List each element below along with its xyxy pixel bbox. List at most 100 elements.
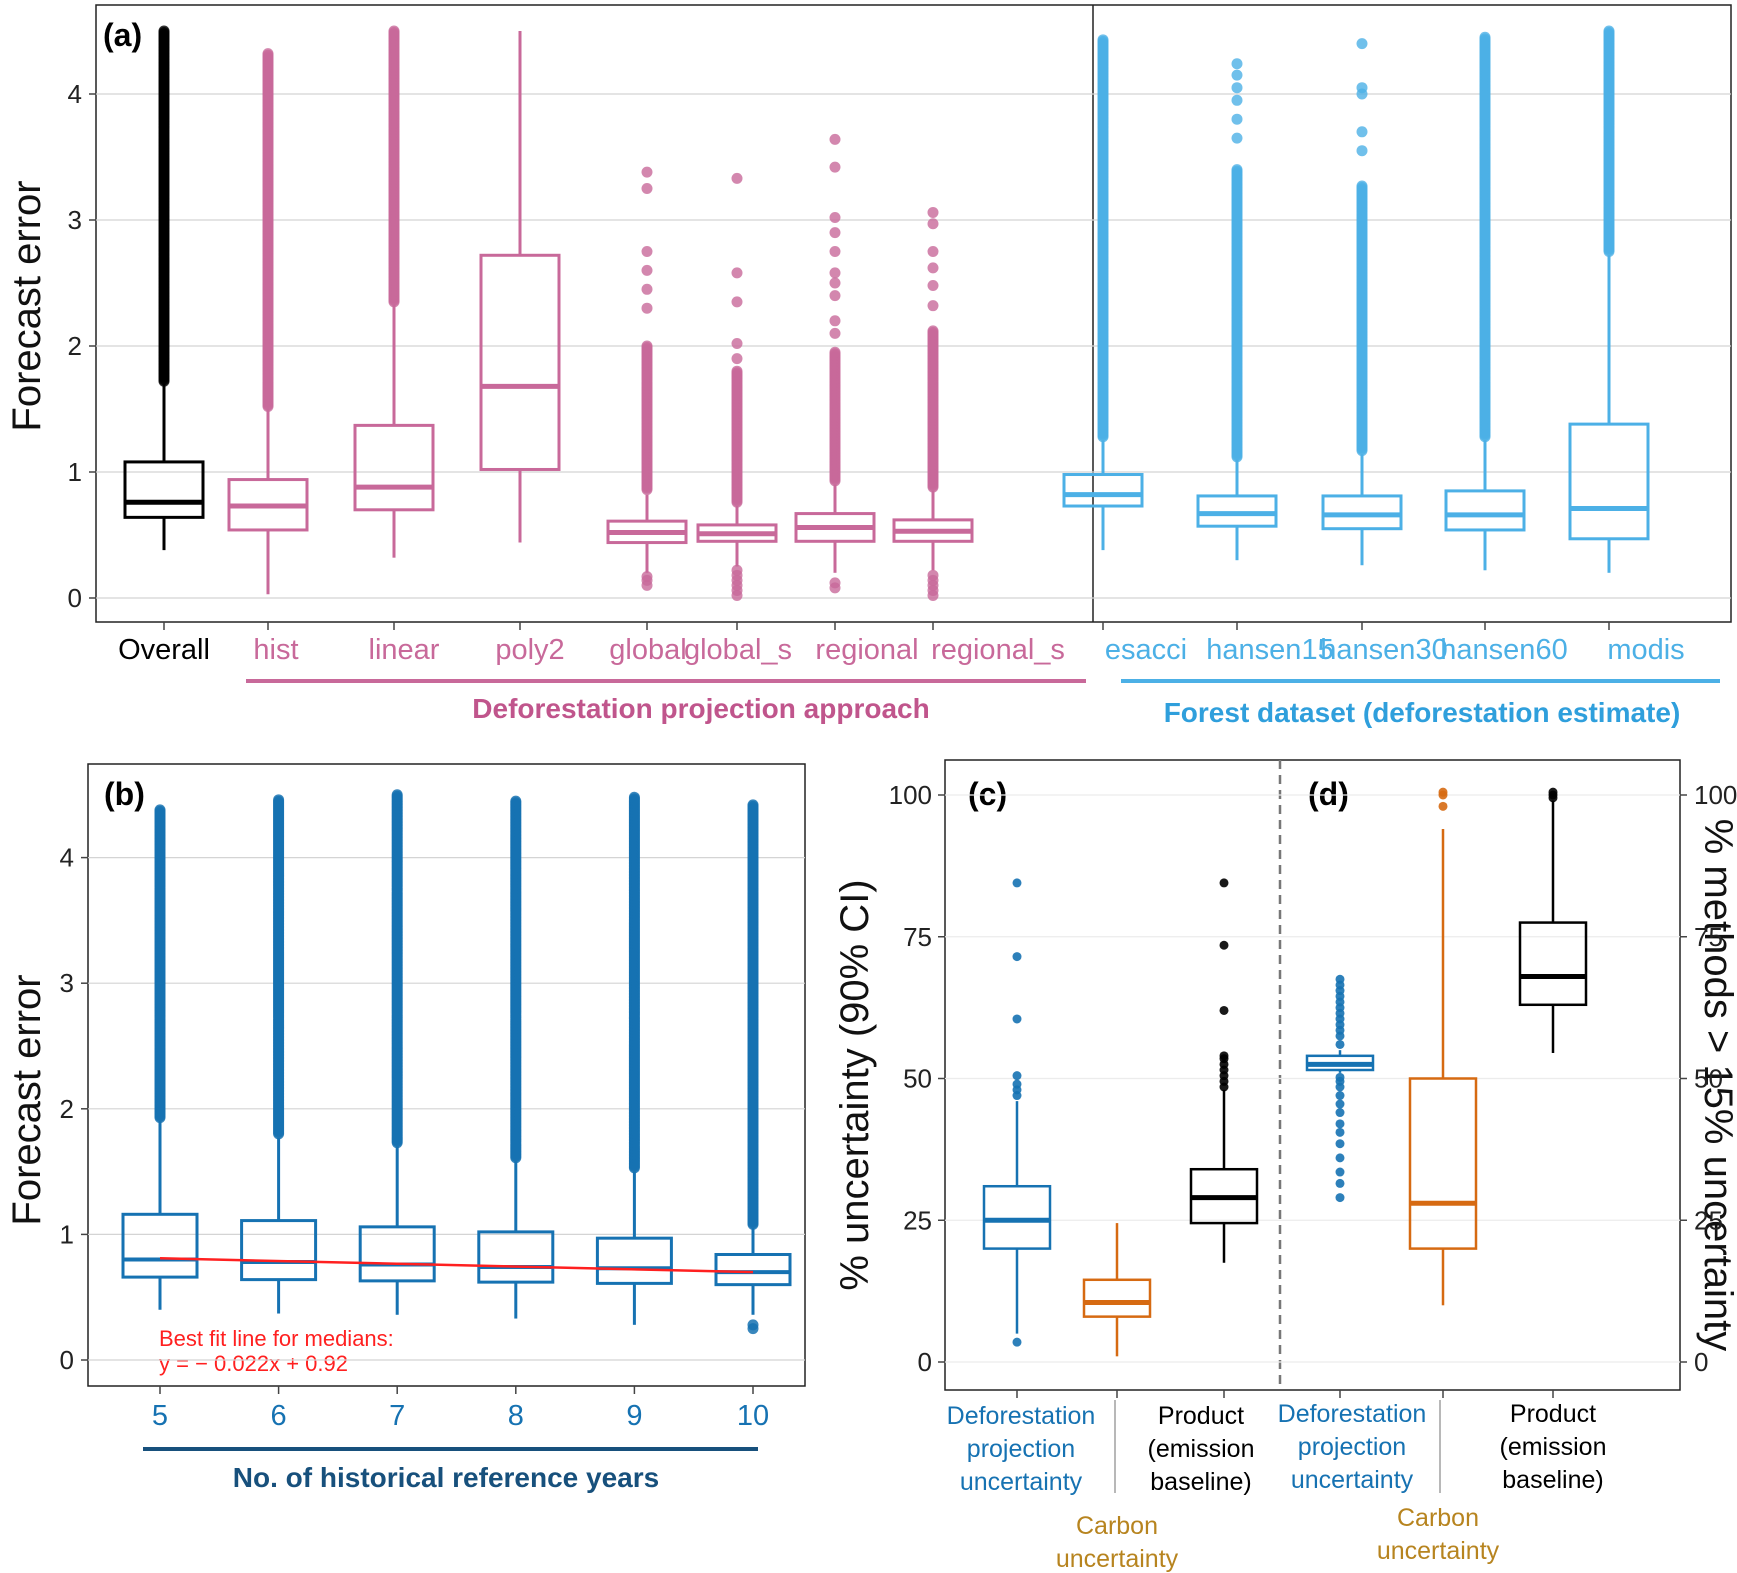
panel-a-ytick-label: 4 (68, 79, 82, 109)
panel-a-xtick-label: poly2 (495, 634, 564, 666)
panel-a-box-hansen15-outlier (1231, 164, 1243, 176)
panel-a-box-regional-outlier (829, 315, 841, 327)
panel-a-box-modis-box (1568, 422, 1650, 541)
panel-a-box-hist-outlier (262, 48, 274, 60)
panel-a-box-modis-outlier (1603, 25, 1615, 37)
panel-b-xtick-label: 10 (737, 1400, 769, 1432)
panel-a-box-global-outlier (641, 166, 653, 178)
panel-a-box-regional-outlier (829, 246, 841, 257)
panel-a-box-regional_s-outlier (927, 325, 939, 337)
panel-b-box-7-outlier (391, 789, 403, 801)
panel-a-box-global-outlier (641, 571, 653, 583)
panel-b-box-8-outlier (510, 795, 522, 807)
panel-d-ytick-label: 100 (1694, 780, 1737, 810)
panel-a-box-global_s-outlier (731, 365, 743, 377)
panel-a-box-hansen30-outlier (1356, 126, 1368, 138)
panel-b-xtick-label: 5 (152, 1400, 168, 1432)
group-title-forest: Forest dataset (deforestation estimate) (1164, 697, 1681, 728)
panel-c-xtick-label: (emission (1148, 1435, 1255, 1463)
panel-b-xtick-label: 8 (508, 1400, 524, 1432)
panel-a-box-hansen30-outlier (1356, 180, 1368, 192)
fit-annotation-line1: Best fit line for medians: (159, 1326, 394, 1351)
panel-a-xtick-label: linear (369, 634, 440, 666)
panel-a-xtick-label: hansen60 (1440, 634, 1567, 666)
panel-a-box-global-outlier (641, 246, 653, 257)
panel-b-box-5-outlier (154, 804, 166, 816)
panel-a-ytick-label: 0 (68, 583, 82, 613)
panel-d-box-carbon-outlier (1438, 801, 1448, 811)
panel-a-box-global-outlier (641, 340, 653, 352)
panel-d-box-years-outlier (1335, 1167, 1345, 1177)
panel-a-xtick-label: modis (1607, 634, 1684, 666)
panel-d-xtick-label: uncertainty (1291, 1466, 1414, 1494)
panel-c-box-years-box (982, 1184, 1052, 1250)
panel-a-box-regional_s-outlier (927, 300, 939, 312)
panel-d-xtick-label: Product (1510, 1400, 1596, 1428)
panel-a-box-regional-outlier (829, 227, 841, 239)
panel-c-ytick-label: 100 (889, 780, 932, 810)
panel-b-label: (b) (104, 776, 145, 812)
panel-a-box-global-outlier (641, 264, 653, 276)
panel-d-box-years-outlier (1335, 1039, 1345, 1049)
panel-a-box-regional-outlier (829, 161, 841, 173)
panel-a-xtick-label: hist (253, 634, 298, 666)
panel-d-ytick-label: 25 (1694, 1205, 1723, 1235)
panel-a-box-hansen30-outlier (1356, 145, 1368, 157)
panel-cd-frame (944, 759, 1681, 1391)
panel-d-box-carbon-box (1408, 1077, 1478, 1250)
panel-a-box-linear-outlier (388, 25, 400, 37)
panel-c-box-years-outlier (1012, 1337, 1022, 1347)
panel-c-box-years-outlier (1012, 1079, 1022, 1089)
panel-d-xtick-label: Deforestation (1278, 1400, 1427, 1428)
panel-a-xtick-label: global (609, 634, 686, 666)
panel-a-frame (95, 4, 1732, 623)
panel-a-xtick-label: global_s (684, 634, 792, 666)
panel-a-box-hansen15-outlier (1231, 94, 1243, 106)
panel-b-ytick-label: 1 (60, 1219, 74, 1249)
panel-c-plot: 0 25 50 75 100 Deforestation projection uncerta… (889, 780, 1280, 1573)
panel-b-box-10-box (714, 1252, 792, 1287)
panel-c-box-years-outlier (1012, 1071, 1022, 1081)
panel-a-box-hansen60-outlier (1479, 31, 1491, 43)
panel-d-plot: 0 25 50 75 100 Deforestation projection uncerta… (1278, 780, 1737, 1565)
panel-b-box-9-box (595, 1236, 673, 1285)
panel-a-box-regional-outlier (829, 577, 841, 589)
panel-d-xtick-label: Carbon (1397, 1504, 1479, 1532)
panel-a-ytick-label: 2 (68, 331, 82, 361)
panel-a-xtick-label: regional_s (931, 634, 1065, 666)
panel-d-label: (d) (1308, 776, 1349, 812)
panel-a-box-hansen15-outlier (1231, 58, 1243, 70)
panel-a-box-regional-outlier (829, 211, 841, 223)
panel-b-xlabel: No. of historical reference years (233, 1462, 659, 1493)
panel-d-box-years-outlier (1335, 1072, 1345, 1082)
panel-a-box-global_s-outlier (731, 172, 743, 184)
panel-c-xtick-label: Product (1158, 1402, 1244, 1430)
panel-b-box-6-box (240, 1219, 318, 1282)
panel-a-box-hansen15-outlier (1231, 132, 1243, 144)
panel-b-fit-line (159, 1257, 754, 1274)
panel-a-xtick-label: esacci (1105, 634, 1187, 666)
panel-c-xtick-label: Deforestation (947, 1402, 1096, 1430)
panel-b-box-10-outlier (747, 1319, 759, 1331)
panel-d-box-years-outlier (1335, 1178, 1345, 1188)
panel-d-box-years-outlier (1335, 1108, 1345, 1118)
panel-b-xtick-label: 9 (626, 1400, 642, 1432)
panel-d-xtick-label: projection (1298, 1433, 1406, 1461)
panel-a-ytick-label: 3 (68, 205, 82, 235)
panel-a-xtick-label: hansen30 (1320, 634, 1447, 666)
panel-b-frame (87, 763, 806, 1387)
panel-a-box-global-outlier (641, 283, 653, 295)
panel-d-box-years-outlier (1335, 1119, 1345, 1129)
panel-d-box-years-outlier (1335, 1099, 1345, 1109)
panel-b-ytick-label: 4 (60, 843, 74, 873)
panel-c-xtick-label: baseline) (1150, 1468, 1251, 1496)
panel-d-box-product-box (1518, 921, 1588, 1007)
panel-a-box-hansen60-box (1444, 489, 1526, 532)
panel-a-box-regional-outlier (829, 346, 841, 358)
panel-c-box-product-outlier (1219, 1051, 1229, 1061)
panel-a-xtick-label: Overall (118, 634, 210, 666)
panel-a-box-regional-outlier (829, 133, 841, 145)
panel-b-box-8-box (477, 1230, 555, 1284)
panel-b-box-9-outlier (628, 791, 640, 803)
panel-c-box-years-outlier (1012, 878, 1022, 888)
